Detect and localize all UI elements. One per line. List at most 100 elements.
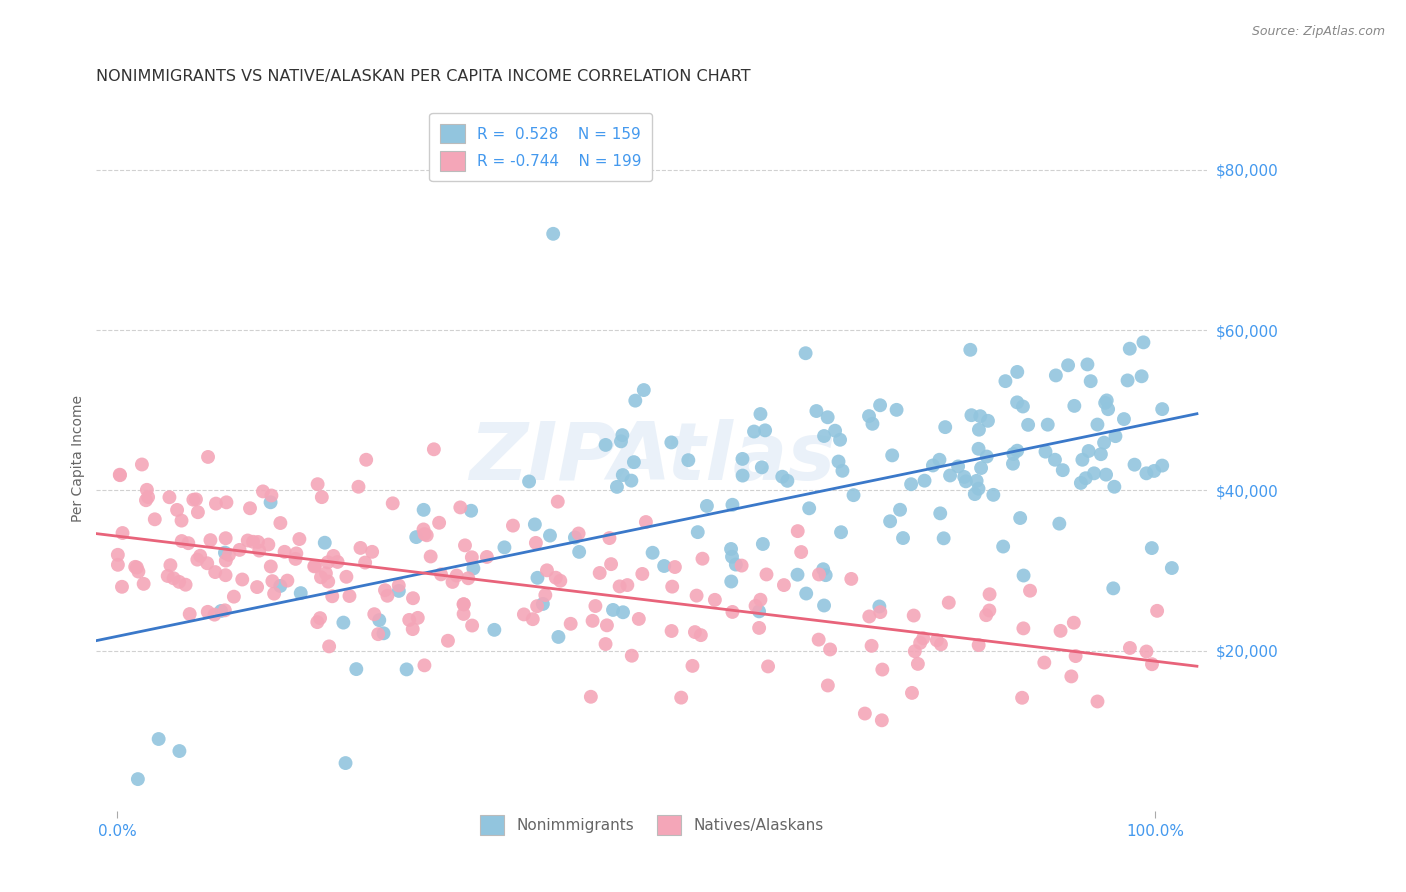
Point bbox=[170, 514, 193, 528]
Point bbox=[124, 559, 146, 574]
Point bbox=[862, 417, 884, 431]
Point bbox=[1116, 373, 1139, 387]
Point bbox=[239, 501, 262, 516]
Point bbox=[686, 525, 709, 540]
Point bbox=[377, 589, 399, 603]
Point bbox=[307, 615, 329, 629]
Point bbox=[1135, 467, 1157, 481]
Point bbox=[187, 505, 209, 519]
Point bbox=[526, 571, 548, 585]
Point bbox=[1074, 471, 1097, 485]
Point bbox=[595, 637, 617, 651]
Point bbox=[969, 409, 991, 424]
Point bbox=[108, 467, 131, 482]
Point bbox=[967, 638, 990, 652]
Point bbox=[981, 488, 1004, 502]
Point bbox=[868, 599, 890, 614]
Point bbox=[523, 517, 546, 532]
Point bbox=[544, 571, 567, 585]
Point bbox=[1090, 447, 1112, 461]
Point bbox=[127, 772, 149, 786]
Point bbox=[252, 484, 274, 499]
Point bbox=[1097, 402, 1119, 417]
Point bbox=[143, 512, 166, 526]
Point bbox=[641, 546, 664, 560]
Point bbox=[502, 518, 524, 533]
Point bbox=[538, 528, 561, 542]
Legend: Nonimmigrants, Natives/Alaskans: Nonimmigrants, Natives/Alaskans bbox=[472, 807, 831, 842]
Point bbox=[1002, 447, 1025, 461]
Point bbox=[731, 451, 754, 466]
Point bbox=[959, 343, 981, 357]
Point bbox=[929, 507, 952, 521]
Point bbox=[461, 550, 484, 565]
Point bbox=[634, 515, 657, 529]
Point bbox=[1146, 604, 1168, 618]
Point bbox=[406, 611, 429, 625]
Point bbox=[388, 583, 411, 598]
Point bbox=[583, 599, 606, 613]
Point bbox=[627, 612, 650, 626]
Point bbox=[135, 483, 157, 497]
Point bbox=[891, 531, 914, 545]
Point bbox=[269, 579, 291, 593]
Point bbox=[692, 551, 714, 566]
Point bbox=[624, 393, 647, 408]
Point bbox=[600, 557, 623, 571]
Point bbox=[246, 580, 269, 594]
Point bbox=[453, 597, 475, 611]
Point bbox=[953, 470, 976, 484]
Point bbox=[790, 545, 813, 559]
Point bbox=[932, 531, 955, 545]
Point bbox=[326, 555, 349, 569]
Point bbox=[111, 580, 134, 594]
Point bbox=[1112, 412, 1135, 426]
Point bbox=[678, 453, 700, 467]
Point bbox=[412, 503, 434, 517]
Point bbox=[437, 633, 460, 648]
Point bbox=[799, 501, 821, 516]
Point bbox=[398, 613, 420, 627]
Point bbox=[1010, 511, 1032, 525]
Point bbox=[315, 566, 337, 581]
Point bbox=[1071, 452, 1094, 467]
Point bbox=[302, 559, 325, 574]
Point bbox=[1007, 365, 1029, 379]
Point bbox=[967, 482, 990, 496]
Point bbox=[135, 493, 157, 508]
Point bbox=[461, 618, 484, 632]
Point bbox=[1094, 396, 1116, 410]
Point bbox=[831, 464, 853, 478]
Point bbox=[904, 644, 927, 658]
Point bbox=[721, 605, 744, 619]
Text: Source: ZipAtlas.com: Source: ZipAtlas.com bbox=[1251, 25, 1385, 38]
Point bbox=[967, 423, 990, 437]
Point bbox=[1036, 417, 1059, 432]
Point bbox=[1080, 374, 1102, 388]
Point bbox=[1047, 516, 1070, 531]
Point bbox=[612, 468, 634, 483]
Point bbox=[756, 659, 779, 673]
Point bbox=[744, 599, 766, 613]
Point bbox=[1104, 480, 1126, 494]
Point bbox=[610, 434, 633, 449]
Text: NONIMMIGRANTS VS NATIVE/ALASKAN PER CAPITA INCOME CORRELATION CHART: NONIMMIGRANTS VS NATIVE/ALASKAN PER CAPI… bbox=[97, 69, 751, 84]
Point bbox=[460, 504, 482, 518]
Point bbox=[148, 731, 170, 746]
Point bbox=[311, 490, 333, 504]
Point bbox=[817, 410, 839, 425]
Point bbox=[806, 404, 828, 418]
Point bbox=[309, 611, 332, 625]
Point bbox=[616, 578, 638, 592]
Point bbox=[1102, 582, 1125, 596]
Point bbox=[1011, 690, 1033, 705]
Point bbox=[517, 475, 540, 489]
Text: ZIPAtlas: ZIPAtlas bbox=[468, 419, 835, 498]
Point bbox=[661, 624, 683, 638]
Point bbox=[928, 452, 950, 467]
Point bbox=[174, 578, 197, 592]
Point bbox=[620, 474, 643, 488]
Point bbox=[475, 549, 498, 564]
Point bbox=[107, 548, 129, 562]
Point bbox=[914, 474, 936, 488]
